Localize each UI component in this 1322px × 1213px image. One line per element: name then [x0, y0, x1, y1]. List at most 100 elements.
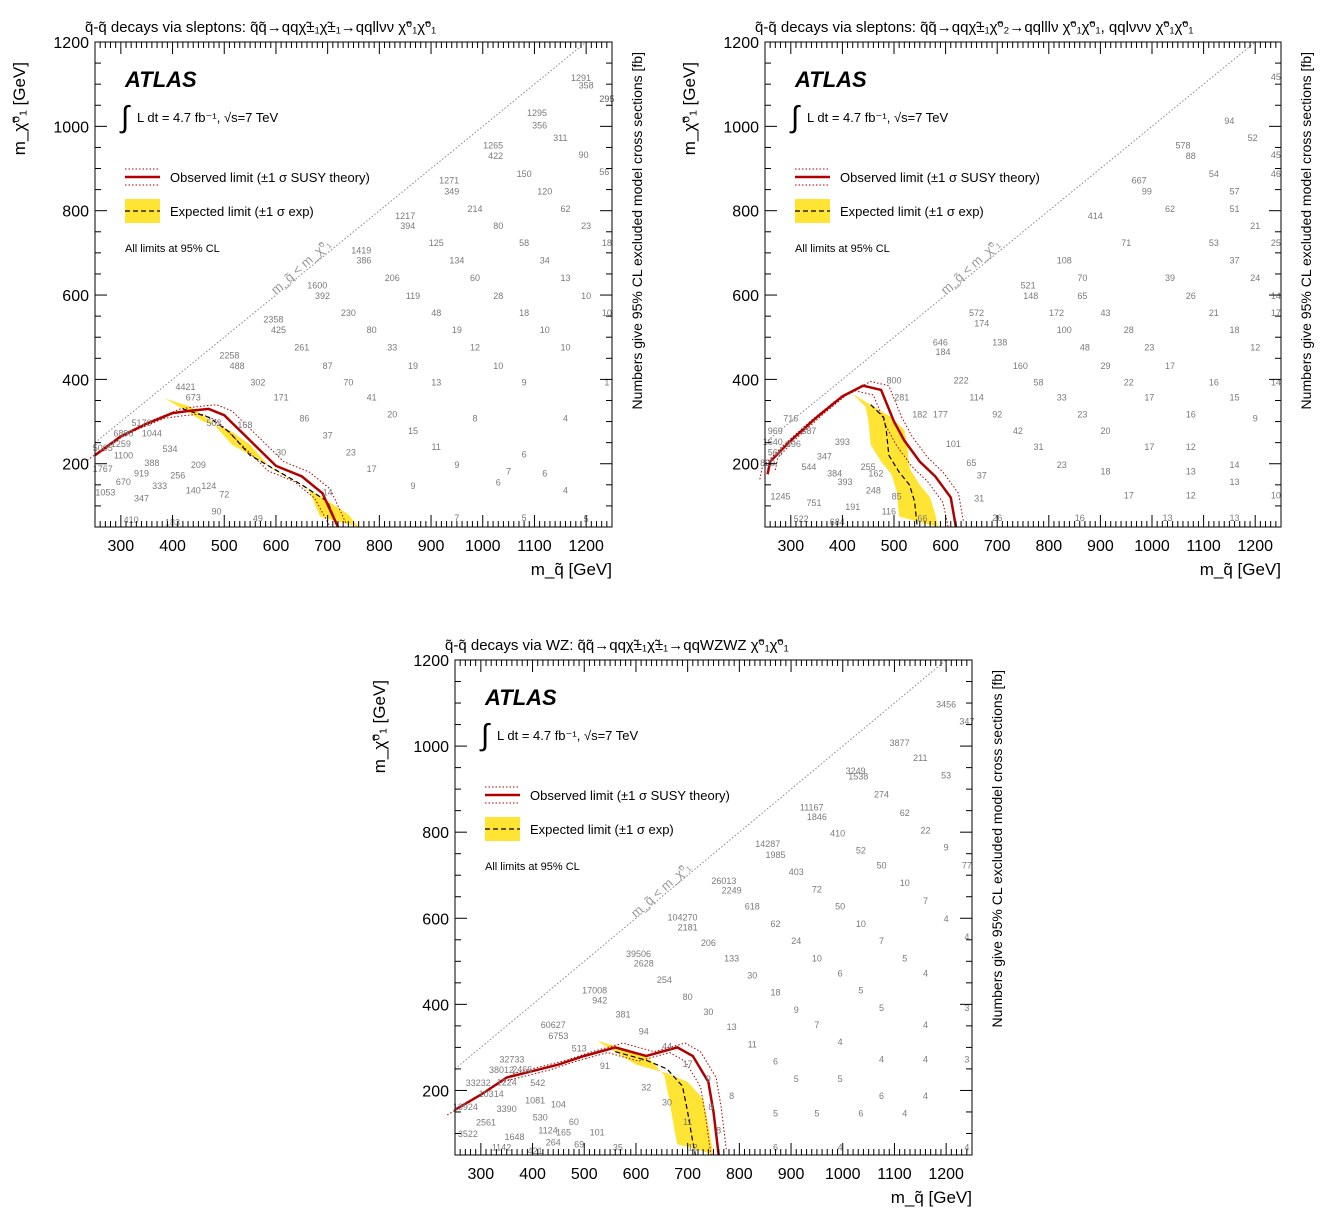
- cross-section-value: 1224: [497, 1077, 517, 1087]
- cross-section-value: 171: [274, 392, 289, 402]
- cross-section-value: 99: [1142, 187, 1152, 197]
- cross-section-value: 28: [493, 291, 503, 301]
- cross-section-value: 1100: [114, 451, 133, 461]
- cross-section-value: 387: [801, 426, 816, 436]
- cross-section-value: 10314: [479, 1089, 504, 1099]
- cross-section-value: 184: [936, 347, 951, 357]
- cross-section-value: 25: [1271, 238, 1281, 248]
- cross-section-value: 12: [1186, 491, 1196, 501]
- y-tick-label: 1000: [413, 739, 449, 756]
- cross-section-value: 274: [874, 790, 889, 800]
- cross-section-value: 138: [992, 338, 1007, 348]
- cross-section-value: 347: [134, 494, 149, 504]
- cross-section-value: 18: [1230, 325, 1240, 335]
- cross-section-value: 1600: [307, 281, 327, 291]
- cross-section-value: 425: [271, 325, 286, 335]
- cross-section-value: 182: [912, 409, 927, 419]
- cross-section-value: 62: [900, 808, 910, 818]
- cross-section-value: 9: [1253, 414, 1258, 424]
- cross-section-value: 2628: [634, 958, 654, 968]
- cross-section-value: 119: [406, 291, 420, 301]
- cross-section-value: 148: [1023, 291, 1038, 301]
- cross-section-value: 17: [367, 464, 377, 474]
- cross-section-value: 86: [299, 414, 309, 424]
- cross-section-value: 18: [1101, 467, 1111, 477]
- luminosity-label: L dt = 4.7 fb⁻¹, √s=7 TeV: [137, 110, 279, 125]
- cross-section-value: 5: [879, 1003, 884, 1013]
- cross-section-value: 1648: [504, 1132, 524, 1142]
- cross-section-value: 17: [1271, 308, 1281, 318]
- cross-section-value: 502: [206, 418, 221, 428]
- diagonal-label: m_q̃ < m_χ̃⁰₁: [938, 236, 1004, 297]
- y-tick-label: 1000: [53, 119, 89, 136]
- cross-section-value: 28: [1124, 325, 1134, 335]
- cross-section-value: 1640: [763, 437, 783, 447]
- cross-section-value: 349: [444, 187, 459, 197]
- cross-section-value: 7: [879, 936, 884, 946]
- cross-section-value: 134: [449, 255, 464, 265]
- cross-section-value: 49: [253, 514, 263, 524]
- cross-section-value: 37: [1230, 255, 1240, 265]
- cross-section-value: 17: [1144, 442, 1154, 452]
- cross-section-value: 393: [835, 437, 850, 447]
- cross-section-value: 32733: [499, 1054, 524, 1064]
- cross-section-value: 403: [789, 867, 804, 877]
- x-tick-label: 300: [777, 538, 804, 555]
- cross-section-value: 7: [814, 1020, 819, 1030]
- cross-section-value: 45: [1271, 72, 1281, 82]
- cross-section-value: 800: [886, 376, 901, 386]
- cross-section-value: 18: [602, 238, 612, 248]
- cross-section-value: 6: [838, 968, 843, 978]
- cross-section-value: 1259: [111, 439, 131, 449]
- cross-section-value: 10: [812, 953, 822, 963]
- cross-section-value: 30: [662, 1098, 672, 1108]
- cross-section-value: 26013: [711, 876, 736, 886]
- legend-expected-label: Expected limit (±1 σ exp): [530, 822, 674, 837]
- cross-section-value: 52: [1248, 133, 1258, 143]
- cross-section-value: 15: [408, 426, 418, 436]
- cross-section-value: 62: [1165, 204, 1175, 214]
- cross-section-value: 410: [124, 515, 139, 525]
- cross-section-value: 13: [1162, 513, 1172, 523]
- cross-section-value: 58: [1033, 378, 1043, 388]
- z-axis-label: Numbers give 95% CL excluded model cross…: [629, 52, 645, 409]
- y-axis-label: m_χ̃⁰₁ [GeV]: [680, 62, 699, 155]
- cross-section-value: 10: [581, 291, 591, 301]
- cross-section-value: 30: [703, 1007, 713, 1017]
- x-tick-label: 1200: [568, 538, 604, 555]
- cross-section-value: 5: [522, 513, 527, 523]
- cross-section-value: 7: [506, 467, 511, 477]
- cross-section-value: 58: [519, 238, 529, 248]
- cross-section-value: 71: [1121, 238, 1131, 248]
- cross-section-value: 43: [1101, 308, 1111, 318]
- x-tick-label: 300: [467, 1166, 494, 1183]
- cross-section-value: 16: [1075, 513, 1085, 523]
- legend-observed-label: Observed limit (±1 σ SUSY theory): [170, 170, 370, 185]
- cross-section-value: 1: [604, 378, 609, 388]
- cross-section-value: 9: [522, 378, 527, 388]
- x-tick-label: 1100: [1186, 538, 1221, 555]
- cross-section-value: 396: [786, 439, 801, 449]
- cross-section-value: 33: [387, 343, 397, 353]
- cross-section-value: 91: [600, 1061, 610, 1071]
- cross-section-value: 3390: [497, 1104, 517, 1114]
- cross-section-value: 264: [546, 1138, 561, 1148]
- cross-section-value: 44: [662, 1042, 672, 1052]
- cross-section-value: 6: [858, 1108, 863, 1118]
- x-tick-label: 1200: [1237, 538, 1273, 555]
- cross-section-value: 10: [540, 325, 550, 335]
- cross-section-value: 12: [470, 343, 480, 353]
- cross-section-value: 333: [152, 481, 167, 491]
- cross-section-value: 1217: [395, 211, 415, 221]
- cross-section-value: 23: [1077, 409, 1087, 419]
- cross-section-value: 1053: [95, 487, 115, 497]
- x-tick-label: 500: [881, 538, 908, 555]
- cross-section-value: 35: [613, 1143, 623, 1153]
- luminosity-label: L dt = 4.7 fb⁻¹, √s=7 TeV: [497, 728, 639, 743]
- cross-section-value: 2561: [476, 1118, 496, 1128]
- cross-section-value: 6: [522, 449, 527, 459]
- cross-section-value: 10: [856, 919, 866, 929]
- cross-section-value: 256: [170, 471, 185, 481]
- cross-section-value: 4: [563, 485, 568, 495]
- cross-section-value: 23: [581, 221, 591, 231]
